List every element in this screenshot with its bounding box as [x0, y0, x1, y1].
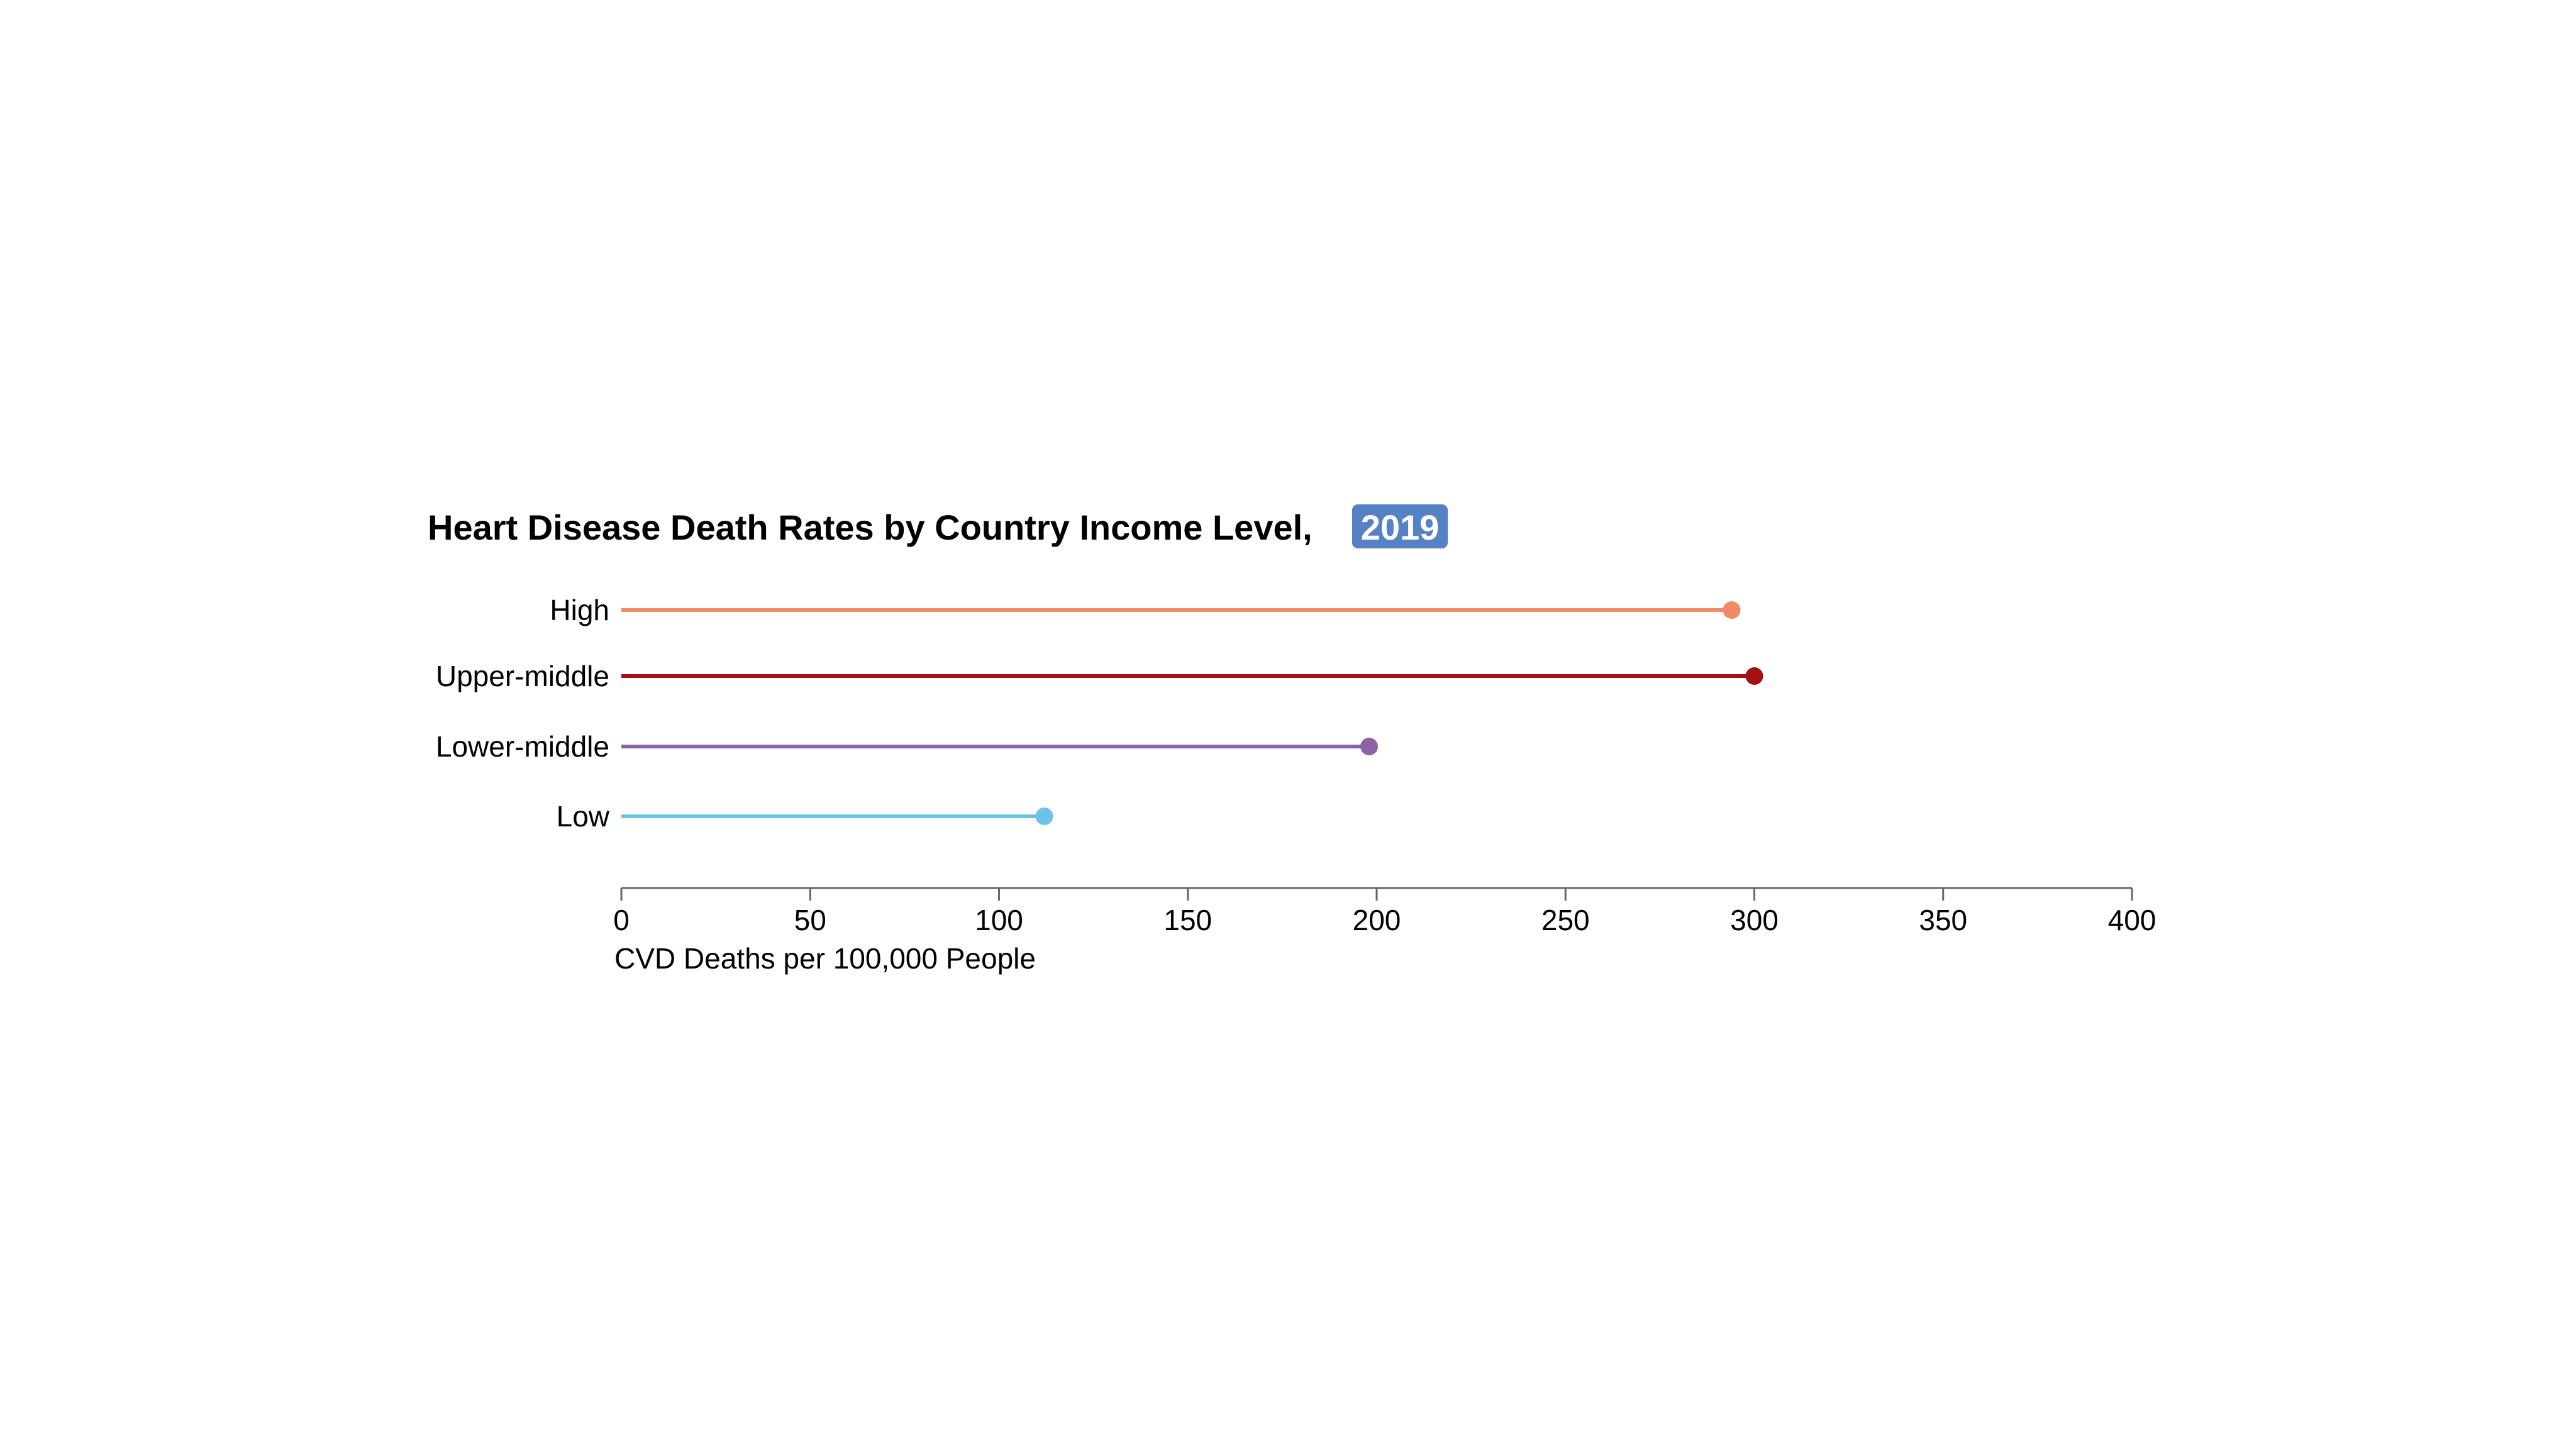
x-tick-label: 100: [975, 904, 1023, 936]
year-badge[interactable]: [1352, 504, 1448, 548]
x-tick-label: 0: [613, 904, 630, 936]
lollipop-point[interactable]: [1035, 808, 1053, 825]
x-tick-label: 150: [1163, 904, 1212, 936]
category-label: Upper-middle: [436, 660, 609, 692]
x-tick-label: 250: [1541, 904, 1590, 936]
lollipop-point[interactable]: [1745, 667, 1763, 685]
chart-title: Heart Disease Death Rates by Country Inc…: [428, 508, 1313, 547]
x-axis-title: CVD Deaths per 100,000 People: [614, 942, 1036, 975]
x-tick-label: 200: [1353, 904, 1401, 936]
lollipop-point[interactable]: [1360, 738, 1378, 755]
category-label: Low: [557, 800, 610, 833]
chart-title-group: Heart Disease Death Rates by Country Inc…: [428, 504, 1448, 548]
lollipop-point[interactable]: [1723, 601, 1741, 619]
x-tick-label: 400: [2108, 904, 2157, 936]
x-axis: 0 50 100 150 200 250 300 350 400: [613, 887, 2157, 936]
lollipop-series: High Upper-middle Lower-middle Low: [436, 594, 1763, 833]
category-label: Lower-middle: [436, 730, 609, 763]
x-tick-label: 300: [1730, 904, 1779, 936]
category-label: High: [550, 594, 609, 626]
year-badge-label: 2019: [1361, 508, 1440, 547]
x-tick-label: 50: [794, 904, 826, 936]
x-tick-label: 350: [1919, 904, 1967, 936]
